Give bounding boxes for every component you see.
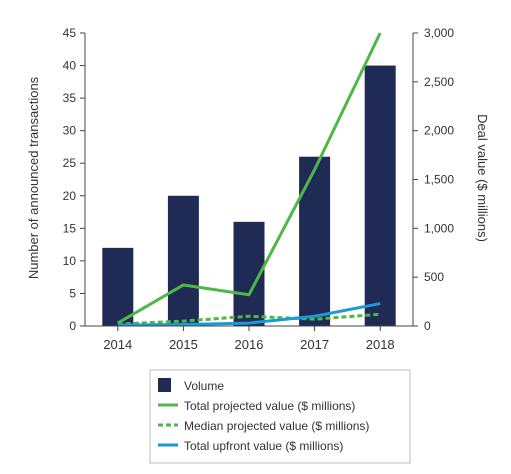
y-tick-label-right: 1,500	[424, 173, 454, 187]
y-tick-label-left: 15	[63, 221, 77, 235]
bar-2018	[364, 65, 396, 327]
plot-area	[84, 32, 414, 327]
y-tick-label-left: 10	[63, 254, 77, 268]
y-tick-label-left: 45	[63, 26, 77, 40]
y-tick-label-right: 2,500	[424, 75, 454, 89]
y-tick-label-right: 500	[424, 270, 444, 284]
legend-box	[149, 369, 411, 464]
y-tick-label-right: 2,000	[424, 124, 454, 138]
legend-label: Median projected value ($ millions)	[184, 419, 369, 433]
y-tick-label-left: 5	[69, 286, 76, 300]
bar-2017	[299, 156, 331, 326]
x-tick-label: 2017	[300, 337, 329, 352]
legend-swatch-volume	[158, 378, 171, 392]
y-tick-label-left: 40	[63, 59, 77, 73]
bar-2015	[167, 195, 199, 326]
legend-label: Volume	[184, 379, 224, 393]
y-axis-right: 0 500 1,000 1,500 2,000 2,500 3,000	[413, 26, 454, 333]
y-tick-label-left: 0	[69, 319, 76, 333]
y-tick-label-right: 3,000	[424, 26, 454, 40]
y-tick-label-left: 30	[63, 124, 77, 138]
y-tick-label-left: 35	[63, 91, 77, 105]
x-axis: 2014 2015 2016 2017 2018	[103, 326, 395, 352]
y-axis-label-left: Number of announced transactions	[26, 76, 41, 279]
x-tick-label: 2016	[235, 337, 264, 352]
y-tick-label-left: 25	[63, 156, 77, 170]
x-tick-label: 2015	[169, 337, 198, 352]
y-axis-label-right: Deal value ($ millions)	[475, 114, 490, 242]
legend-label: Total upfront value ($ millions)	[184, 439, 343, 453]
x-tick-label: 2018	[366, 337, 395, 352]
legend-label: Total projected value ($ millions)	[184, 399, 355, 413]
bar-2014	[102, 247, 134, 326]
y-axis-left: 0 5 10 15 20 25 30 35 40 45	[63, 26, 85, 333]
y-tick-label-right: 0	[424, 319, 431, 333]
x-tick-label: 2014	[103, 337, 132, 352]
y-tick-label-right: 1,000	[424, 221, 454, 235]
line-series	[117, 32, 382, 327]
bar-series-volume	[102, 65, 396, 327]
legend: Volume Total projected value ($ millions)…	[149, 369, 411, 464]
y-tick-label-left: 20	[63, 189, 77, 203]
